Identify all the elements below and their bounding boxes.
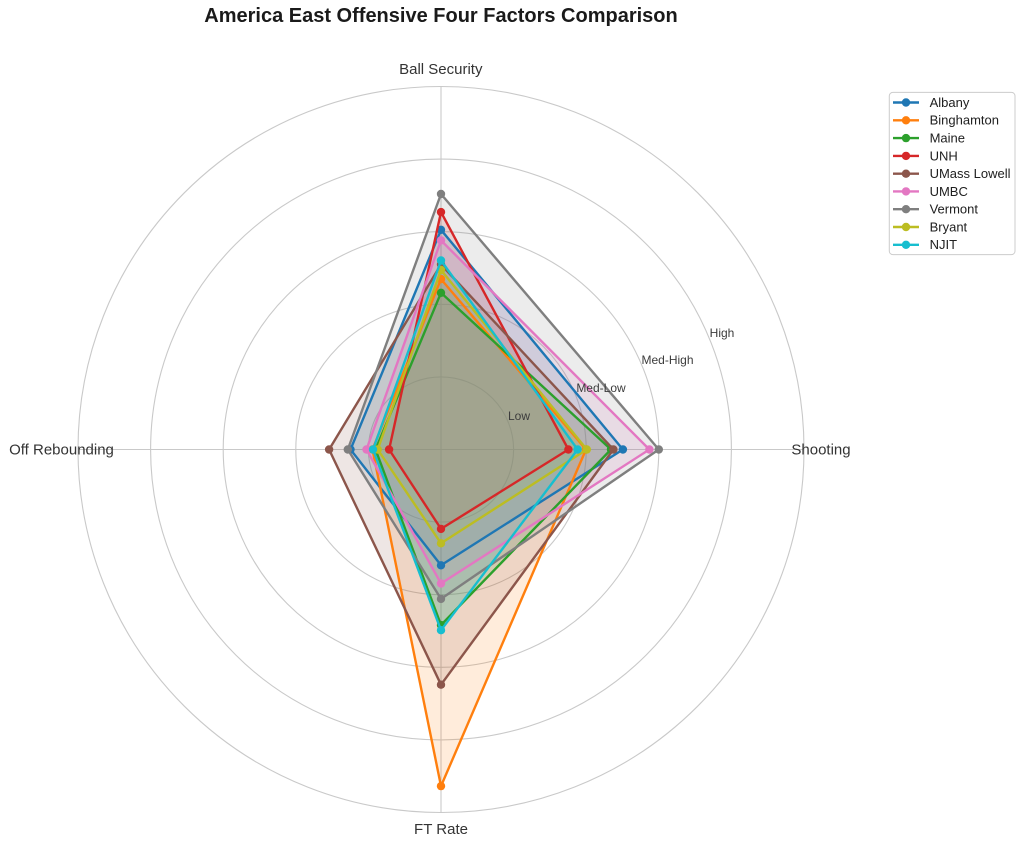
svg-text:Low: Low [508,409,530,423]
svg-text:NJIT: NJIT [930,237,958,252]
svg-text:Binghamton: Binghamton [930,113,999,128]
svg-text:FT Rate: FT Rate [414,821,468,838]
svg-text:Maine: Maine [930,131,965,146]
svg-text:High: High [710,326,735,340]
svg-text:Bryant: Bryant [930,219,968,234]
svg-text:Ball Security: Ball Security [399,61,483,78]
svg-text:Med-High: Med-High [641,353,693,367]
svg-text:Shooting: Shooting [791,442,850,459]
svg-text:UNH: UNH [930,148,958,163]
svg-text:Off Rebounding: Off Rebounding [9,442,114,459]
svg-text:UMBC: UMBC [930,184,968,199]
svg-text:Vermont: Vermont [930,202,979,217]
svg-text:UMass Lowell: UMass Lowell [930,166,1011,181]
svg-text:Med-Low: Med-Low [576,381,626,395]
svg-text:America East Offensive Four Fa: America East Offensive Four Factors Comp… [204,5,677,27]
svg-text:Albany: Albany [930,95,970,110]
